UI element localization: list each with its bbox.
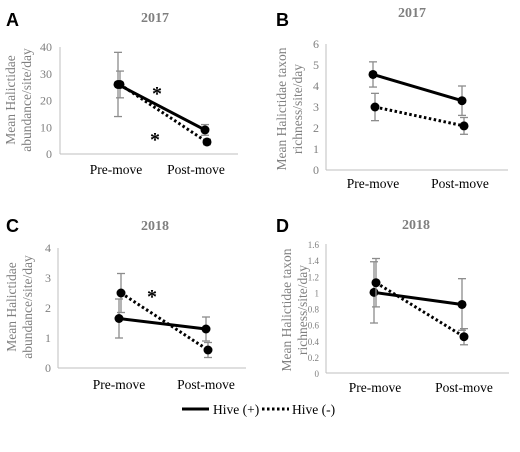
- panel-d-ytick: 1.4: [308, 256, 320, 266]
- panel-b-ylabel: Mean Halictidae taxon richness/site/day: [274, 47, 305, 170]
- point-hive-plus: [114, 314, 124, 323]
- panel-d-ytick: 0.2: [308, 353, 319, 363]
- panel-d-ytick: 0.6: [308, 321, 320, 331]
- panel-a-asterisk-2: *: [150, 129, 160, 151]
- point-hive-plus: [369, 287, 379, 297]
- panel-b-xtick-pre: Pre-move: [347, 176, 399, 191]
- panel-c-ylabel-line2: abundance/site/day: [20, 255, 35, 359]
- panel-letter-c: C: [6, 216, 19, 236]
- panel-d: D 2018 Mean Halictidae taxon richness/si…: [276, 216, 509, 395]
- panel-a-ylabel-line1: Mean Halictidae: [3, 55, 18, 145]
- panel-b-marks: [368, 61, 469, 135]
- panel-b-title: 2017: [398, 6, 426, 21]
- panel-c-yticks: 0 1 2 3 4: [45, 241, 51, 375]
- panel-b-yticks: 0 1 2 3 4 5 6: [313, 37, 319, 177]
- panel-a-title: 2017: [141, 11, 169, 26]
- panel-letter-d: D: [276, 216, 289, 236]
- panel-a-ytick: 40: [40, 40, 52, 54]
- point-hive-plus: [200, 125, 210, 135]
- series-line-hive-minus: [120, 291, 209, 352]
- panel-b-xtick-post: Post-move: [431, 176, 489, 191]
- panel-c-ytick: 3: [45, 271, 51, 285]
- panel-b-ytick: 5: [313, 58, 319, 72]
- series-line-hive-minus: [119, 83, 208, 144]
- point-hive-plus: [368, 69, 378, 79]
- point-hive-plus: [457, 299, 467, 309]
- panel-a: A 2017 Mean Halictidae abundance/site/da…: [3, 10, 238, 177]
- panel-d-ytick: 1: [315, 288, 320, 298]
- point-hive-minus: [115, 79, 125, 89]
- panel-d-title: 2018: [402, 218, 430, 233]
- panel-letter-b: B: [276, 10, 289, 30]
- panel-b: B 2017 Mean Halictidae taxon richness/si…: [274, 6, 508, 191]
- panel-d-ylabel-line2: richness/site/day: [295, 265, 310, 355]
- panel-d-ytick: 0.8: [308, 305, 320, 315]
- panel-d-ytick: 1.2: [308, 272, 319, 282]
- point-hive-minus: [371, 278, 381, 288]
- legend-label-hive-minus: Hive (-): [292, 402, 335, 417]
- panel-a-ylabel-line2: abundance/site/day: [19, 48, 34, 152]
- panel-c-ytick: 4: [45, 241, 51, 255]
- panel-d-yticks: 0 0.2 0.4 0.6 0.8 1 1.2 1.4 1.6: [308, 240, 320, 379]
- point-hive-minus: [203, 345, 213, 355]
- panel-a-asterisk-1: *: [152, 83, 162, 105]
- panel-c-xtick-post: Post-move: [177, 377, 235, 392]
- series-line-hive-minus: [375, 281, 465, 338]
- legend: Hive (+) Hive (-): [182, 402, 335, 417]
- panel-d-marks: [369, 257, 469, 346]
- panel-c: C 2018 Mean Halictidae abundance/site/da…: [4, 216, 246, 392]
- panel-b-ylabel-line1: Mean Halictidae taxon: [274, 47, 289, 170]
- series-line-hive-minus: [374, 105, 465, 128]
- panel-c-marks: [114, 272, 213, 359]
- panel-c-ylabel-line1: Mean Halictidae: [4, 262, 19, 352]
- legend-label-hive-plus: Hive (+): [213, 402, 259, 417]
- panel-b-ytick: 6: [313, 37, 319, 51]
- panel-d-xtick-post: Post-move: [435, 380, 493, 395]
- panel-a-marks: [113, 51, 212, 147]
- panel-b-ylabel-line2: richness/site/day: [290, 64, 305, 154]
- point-hive-plus: [457, 96, 467, 106]
- point-hive-minus: [202, 137, 212, 147]
- panel-a-ytick: 30: [40, 67, 52, 81]
- panel-a-ytick: 20: [40, 94, 52, 108]
- panel-a-ytick: 10: [40, 120, 52, 134]
- panel-d-ylabel: Mean Halictidae taxon richness/site/day: [279, 248, 310, 371]
- panel-a-xtick-post: Post-move: [167, 162, 225, 177]
- panel-b-ytick: 1: [313, 142, 319, 156]
- panel-a-ytick: 0: [46, 147, 52, 161]
- series-line-hive-plus: [117, 83, 206, 132]
- panel-a-ylabel: Mean Halictidae abundance/site/day: [3, 48, 34, 152]
- panel-c-asterisk: *: [147, 286, 157, 308]
- series-line-hive-plus: [118, 317, 207, 331]
- panel-d-ylabel-line1: Mean Halictidae taxon: [279, 248, 294, 371]
- series-line-hive-plus: [373, 290, 463, 306]
- series-line-hive-plus: [372, 73, 463, 103]
- panel-a-xtick-pre: Pre-move: [90, 162, 142, 177]
- panel-b-ytick: 4: [313, 79, 319, 93]
- point-hive-minus: [459, 121, 469, 131]
- panel-d-ytick: 0: [315, 369, 320, 379]
- point-hive-minus: [370, 102, 380, 112]
- panel-b-ytick: 2: [313, 121, 319, 135]
- panel-a-yticks: 0 10 20 30 40: [40, 40, 52, 161]
- panel-c-ylabel: Mean Halictidae abundance/site/day: [4, 255, 35, 359]
- point-hive-plus: [201, 324, 211, 334]
- panel-b-ytick: 0: [313, 163, 319, 177]
- panel-c-xtick-pre: Pre-move: [93, 377, 145, 392]
- panel-c-ytick: 2: [45, 301, 51, 315]
- point-hive-minus: [116, 288, 126, 298]
- panel-c-title: 2018: [141, 219, 169, 234]
- panel-letter-a: A: [6, 10, 19, 30]
- panel-b-ytick: 3: [313, 100, 319, 114]
- panel-c-ytick: 1: [45, 331, 51, 345]
- panel-d-ytick: 1.6: [308, 240, 320, 250]
- panel-d-xtick-pre: Pre-move: [349, 380, 401, 395]
- panel-c-ytick: 0: [45, 361, 51, 375]
- panel-d-ytick: 0.4: [308, 337, 320, 347]
- point-hive-minus: [459, 332, 469, 342]
